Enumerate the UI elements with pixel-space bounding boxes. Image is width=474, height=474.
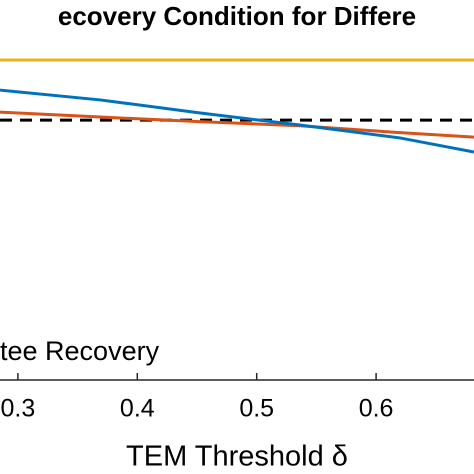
x-axis-label: TEM Threshold δ xyxy=(126,441,348,473)
legend-label: tee Recovery xyxy=(0,336,160,366)
chart-title: ecovery Condition for Differe xyxy=(58,1,416,31)
series-line xyxy=(0,88,474,154)
x-tick-label: 0.3 xyxy=(1,395,36,423)
x-tick-label: 0.4 xyxy=(120,395,155,423)
x-tick-label: 0.5 xyxy=(239,395,274,423)
x-tick-label: 0.6 xyxy=(359,395,394,423)
series-line xyxy=(0,110,474,139)
